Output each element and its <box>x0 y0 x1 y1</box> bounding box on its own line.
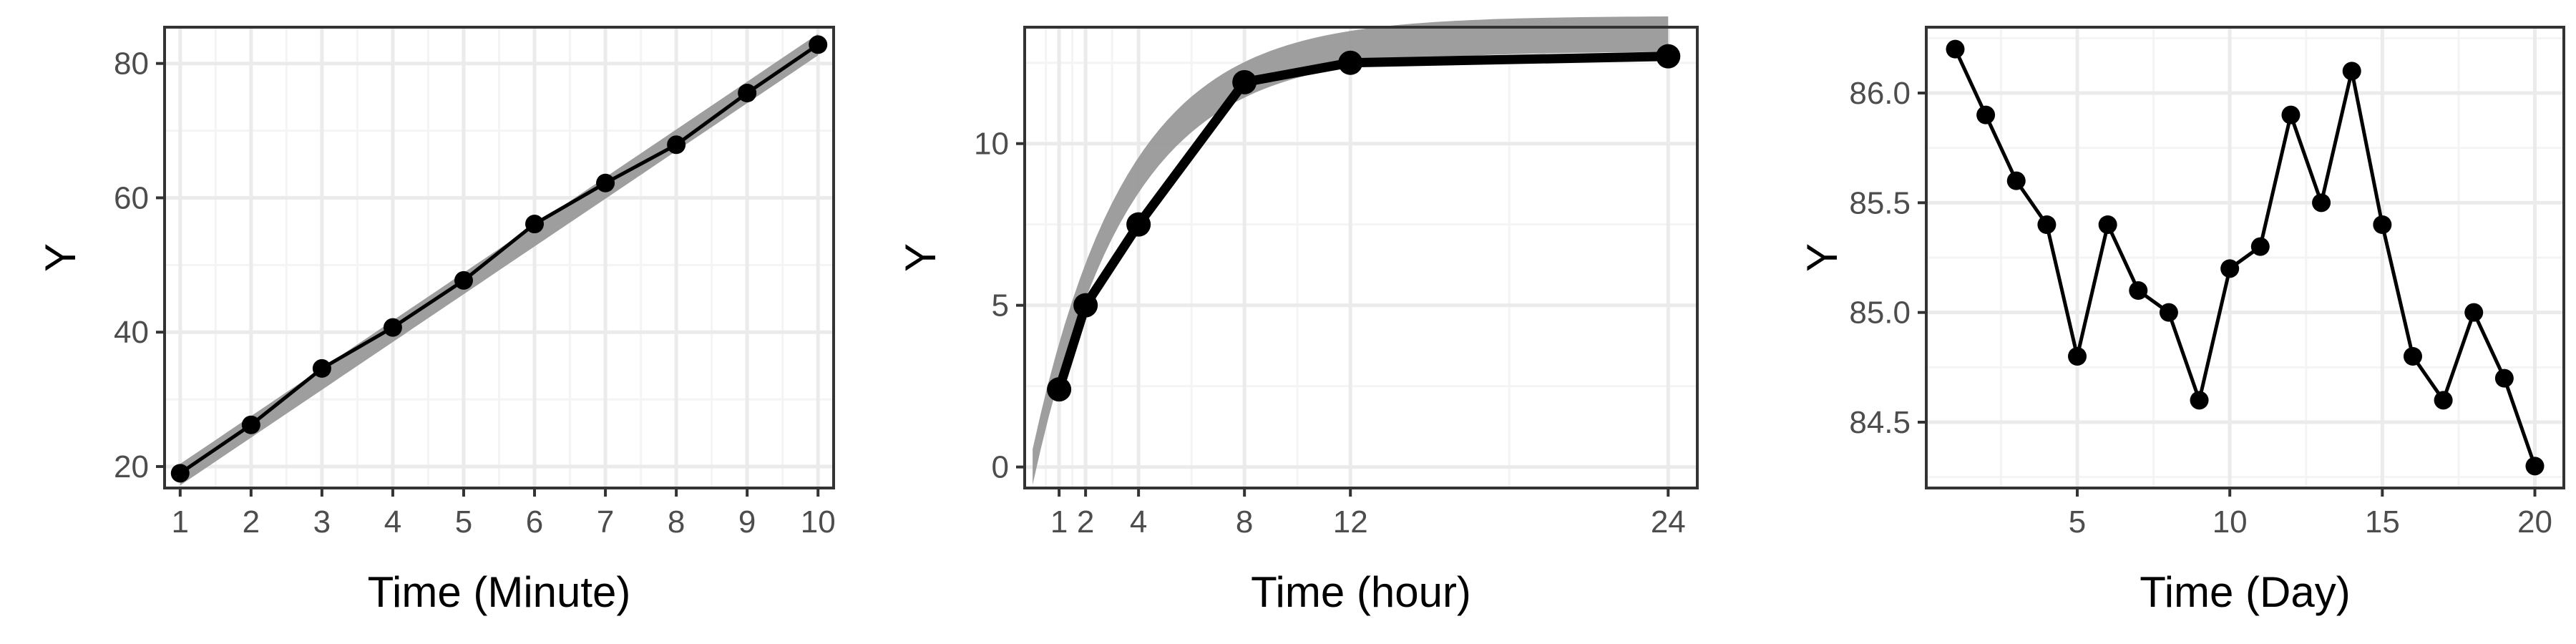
x-tick-label: 24 <box>1651 504 1686 540</box>
x-tick-label: 20 <box>2517 504 2552 540</box>
x-axis-title: Time (Minute) <box>368 568 631 616</box>
data-point <box>596 173 615 192</box>
data-point <box>2037 215 2057 234</box>
data-point <box>2006 171 2026 190</box>
y-tick-label: 86.0 <box>1849 76 1911 111</box>
x-tick-label: 3 <box>313 504 331 540</box>
x-tick-label: 2 <box>243 504 260 540</box>
y-axis-title: Y <box>1798 243 1846 272</box>
data-point <box>2281 105 2301 125</box>
x-tick-label: 10 <box>801 504 836 540</box>
data-point <box>2220 259 2240 278</box>
data-point <box>2312 193 2331 213</box>
data-point <box>1976 105 1996 125</box>
x-tick-label: 7 <box>597 504 614 540</box>
data-point <box>170 464 190 483</box>
data-point <box>1047 377 1072 402</box>
y-axis-title: Y <box>36 243 84 272</box>
data-point <box>667 135 686 155</box>
y-tick-label: 10 <box>974 127 1009 162</box>
panel-minute: 1 2 3 4 5 6 7 8 9 10 20 40 60 80 Time (Minute) Y <box>36 26 836 616</box>
y-tick-label: 20 <box>114 449 149 484</box>
x-tick-label: 5 <box>455 504 472 540</box>
y-tick-label: 0 <box>992 450 1009 485</box>
x-tick-label: 6 <box>526 504 543 540</box>
y-tick-label: 40 <box>114 315 149 350</box>
data-point <box>1232 69 1257 94</box>
data-point <box>2098 215 2117 234</box>
panel-border <box>1925 26 2565 489</box>
data-point <box>312 358 331 378</box>
panel-day: 5 10 15 20 84.5 85.0 85.5 86.0 Time (Day) Y <box>1798 26 2565 616</box>
x-tick-label: 15 <box>2365 504 2400 540</box>
y-tick-label: 85.5 <box>1849 185 1911 220</box>
y-tick-label: 60 <box>114 180 149 215</box>
x-tick-label: 8 <box>1236 504 1253 540</box>
y-tick-label: 5 <box>992 288 1009 323</box>
data-point <box>809 35 828 54</box>
data-point <box>2434 391 2453 410</box>
data-point <box>2373 215 2392 234</box>
data-point <box>2190 391 2209 410</box>
x-axis-title: Time (hour) <box>1251 568 1471 616</box>
data-point <box>1073 293 1098 318</box>
x-tick-label: 1 <box>1050 504 1068 540</box>
data-point <box>2403 347 2422 366</box>
data-point <box>241 415 260 434</box>
data-point <box>1126 212 1151 237</box>
data-point <box>525 215 545 234</box>
y-tick-label: 85.0 <box>1849 296 1911 331</box>
x-tick-label: 8 <box>668 504 685 540</box>
x-tick-label: 10 <box>2212 504 2248 540</box>
data-point <box>2525 457 2545 476</box>
x-tick-label: 2 <box>1077 504 1094 540</box>
series-line <box>178 42 820 475</box>
x-tick-label: 5 <box>2069 504 2086 540</box>
x-tick-label: 9 <box>738 504 756 540</box>
series-line <box>1054 52 1673 394</box>
y-axis-title: Y <box>897 243 945 272</box>
data-point <box>2068 347 2087 366</box>
x-tick-label: 4 <box>1130 504 1147 540</box>
data-point <box>2250 237 2270 256</box>
data-point <box>2494 369 2514 388</box>
data-point <box>2129 281 2148 300</box>
data-point <box>2159 303 2178 322</box>
data-point <box>1656 44 1681 69</box>
x-tick-label: 4 <box>384 504 401 540</box>
data-point <box>383 318 402 337</box>
data-point <box>454 270 473 290</box>
panel-border <box>1023 26 1699 489</box>
trend-band <box>180 34 819 486</box>
x-axis-title: Time (Day) <box>2140 568 2350 616</box>
y-tick-label: 84.5 <box>1849 405 1911 440</box>
x-tick-label: 1 <box>172 504 189 540</box>
panel-border <box>163 26 835 489</box>
data-point <box>2464 303 2484 322</box>
data-point <box>1338 50 1363 75</box>
x-tick-label: 12 <box>1333 504 1368 540</box>
data-point <box>738 84 757 102</box>
y-tick-label: 80 <box>114 47 149 82</box>
data-point <box>2342 62 2361 81</box>
data-point <box>1946 39 1965 59</box>
